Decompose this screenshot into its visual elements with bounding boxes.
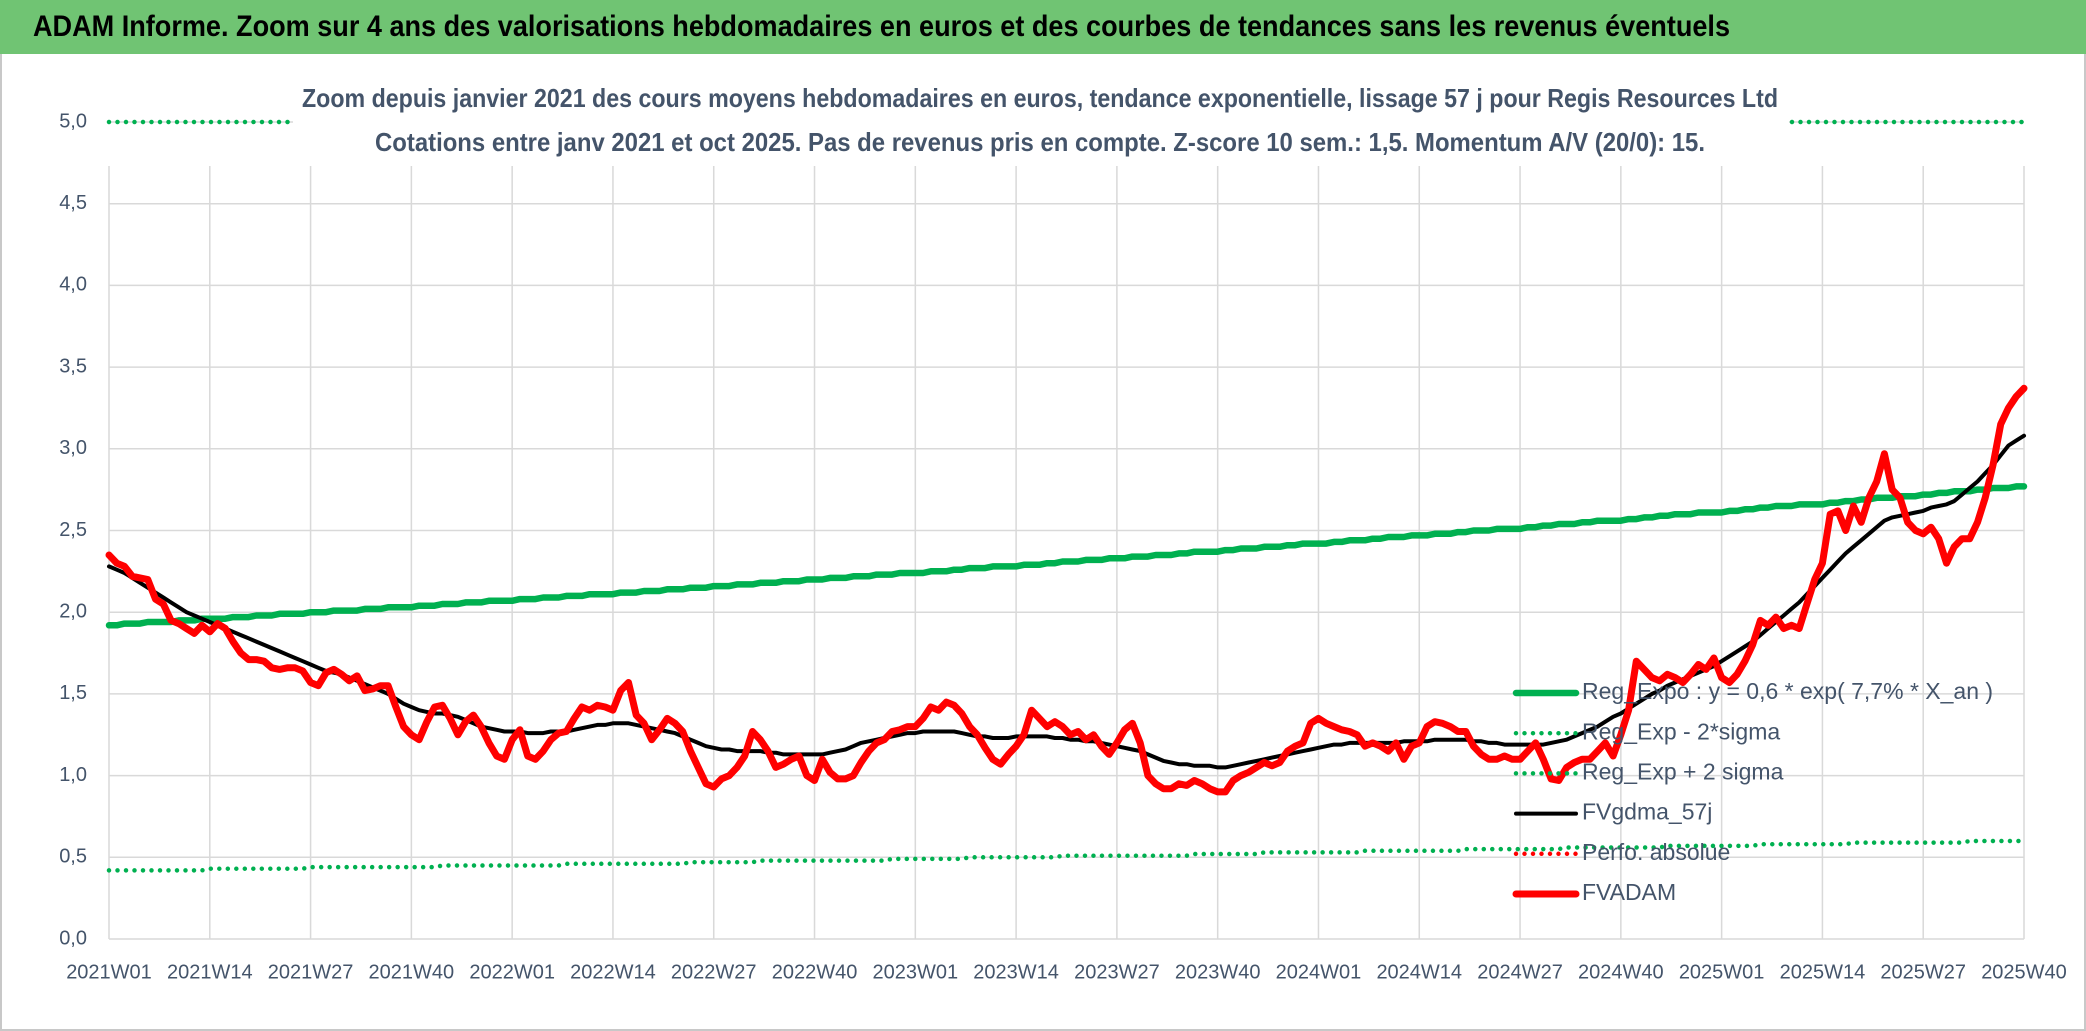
x-tick-label: 2021W14 <box>167 961 253 983</box>
y-tick-label: 5,0 <box>59 110 87 132</box>
chart-subtitle: Zoom depuis janvier 2021 des cours moyen… <box>302 83 1778 113</box>
y-tick-label: 1,0 <box>59 764 87 786</box>
x-tick-label: 2023W14 <box>973 961 1059 983</box>
y-tick-label: 0,5 <box>59 846 87 868</box>
x-tick-label: 2021W27 <box>268 961 354 983</box>
y-tick-label: 2,5 <box>59 519 87 541</box>
x-tick-label: 2025W14 <box>1780 961 1866 983</box>
x-tick-label: 2023W40 <box>1175 961 1261 983</box>
legend-label: FVADAM <box>1582 879 1676 905</box>
y-tick-label: 3,5 <box>59 355 87 377</box>
x-tick-label: 2023W27 <box>1074 961 1160 983</box>
legend-label: FVgdma_57j <box>1582 799 1712 825</box>
legend-label: Reg_Exp - 2*sigma <box>1582 718 1780 744</box>
x-tick-label: 2024W01 <box>1276 961 1362 983</box>
y-tick-label: 0,0 <box>59 927 87 949</box>
x-tick-label: 2022W01 <box>469 961 555 983</box>
title-band <box>0 0 2086 54</box>
x-tick-label: 2025W40 <box>1981 961 2067 983</box>
x-tick-label: 2025W27 <box>1880 961 1966 983</box>
y-tick-label: 2,0 <box>59 600 87 622</box>
series-line <box>105 384 2028 796</box>
legend-label: Perfo. absolue <box>1582 839 1730 865</box>
x-tick-label: 2024W14 <box>1376 961 1462 983</box>
subtitle-box <box>293 72 1789 166</box>
legend-label: Reg_Exp + 2 sigma <box>1582 758 1784 784</box>
x-tick-label: 2022W40 <box>772 961 858 983</box>
chart-title: ADAM Informe. Zoom sur 4 ans des valoris… <box>33 10 1730 43</box>
y-tick-label: 4,0 <box>59 274 87 296</box>
x-tick-label: 2021W01 <box>66 961 152 983</box>
x-tick-label: 2024W40 <box>1578 961 1664 983</box>
x-tick-label: 2024W27 <box>1477 961 1563 983</box>
x-tick-label: 2022W14 <box>570 961 656 983</box>
series-line <box>105 483 2028 629</box>
y-tick-label: 1,5 <box>59 682 87 704</box>
x-tick-label: 2021W40 <box>369 961 455 983</box>
y-tick-label: 4,5 <box>59 192 87 214</box>
x-tick-label: 2025W01 <box>1679 961 1765 983</box>
y-tick-label: 3,0 <box>59 437 87 459</box>
x-tick-label: 2023W01 <box>873 961 959 983</box>
x-tick-label: 2022W27 <box>671 961 757 983</box>
series-line <box>106 838 2027 873</box>
legend-label: Reg_Expo : y = 0,6 * exp( 7,7% * X_an ) <box>1582 678 1993 704</box>
chart-subtitle: Cotations entre janv 2021 et oct 2025. P… <box>375 127 1705 157</box>
